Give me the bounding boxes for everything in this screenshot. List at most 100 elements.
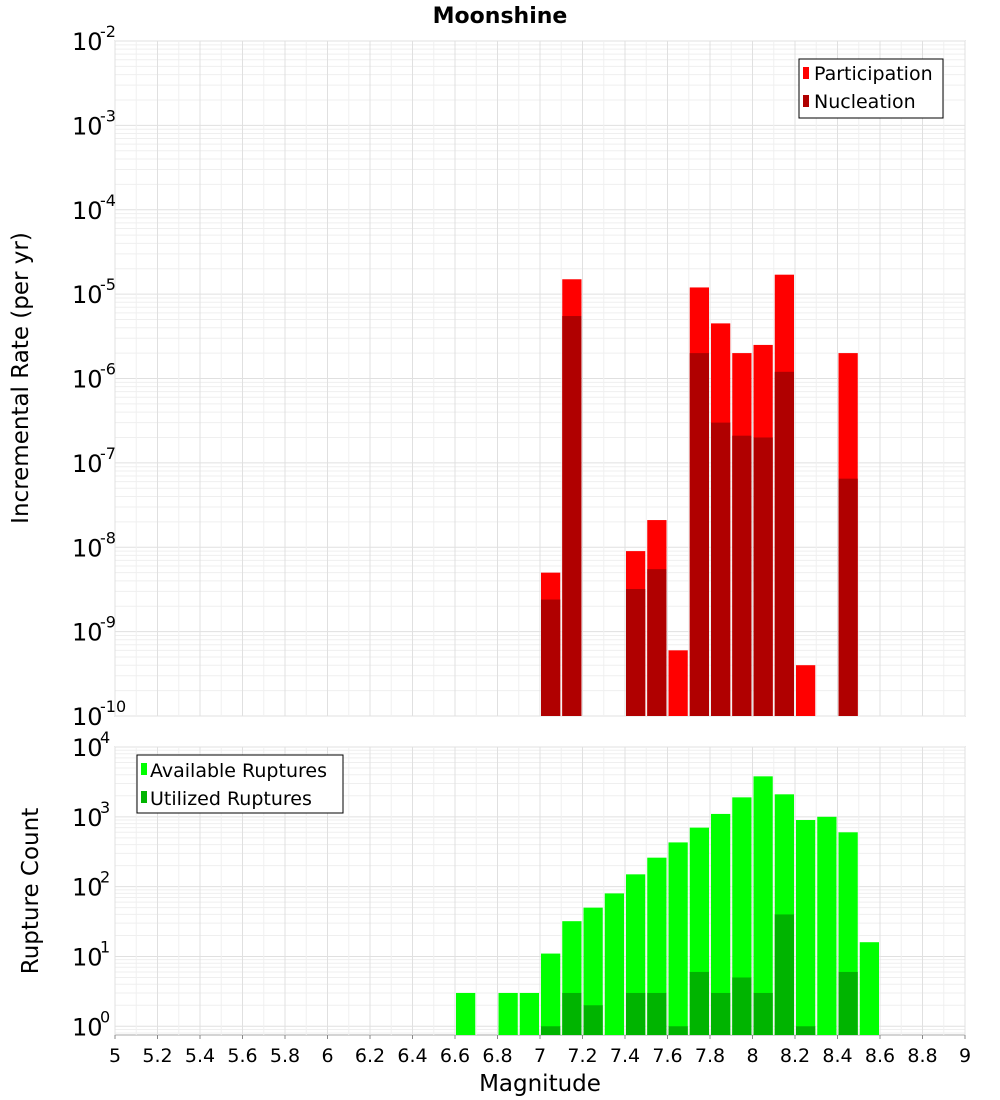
available-legend-label: Available Ruptures — [150, 760, 327, 782]
nucleation-bar — [732, 435, 752, 716]
x-tick-label: 6 — [321, 1045, 333, 1067]
x-tick-label: 6.2 — [355, 1045, 385, 1067]
y-tick-label: 10 — [72, 703, 103, 731]
rate-grid — [114, 40, 966, 717]
rate-bars — [541, 274, 858, 716]
y-tick-label: 10 — [72, 281, 103, 309]
x-tick-label: 5.8 — [270, 1045, 300, 1067]
y-tick-exponent: 1 — [100, 937, 110, 956]
y-tick-label: 10 — [72, 450, 103, 478]
x-tick-label: 5 — [109, 1045, 121, 1067]
utilized-ruptures-bar — [626, 992, 646, 1035]
count-x-ticks: 5 5.2 5.4 5.6 5.8 6 6.2 6.4 6.6 6.8 7 7.2 7.4 7.6 7.8 8… — [109, 1035, 971, 1067]
available-ruptures-bar — [753, 776, 773, 1035]
x-tick-label: 6.6 — [440, 1045, 470, 1067]
participation-bar — [668, 650, 688, 716]
y-tick-label: 10 — [72, 197, 103, 225]
y-tick-label: 10 — [72, 366, 103, 394]
y-tick-exponent: -10 — [100, 697, 126, 716]
utilized-ruptures-bar — [689, 971, 709, 1035]
x-tick-label: 5.2 — [142, 1045, 172, 1067]
nucleation-bar — [647, 569, 667, 716]
nucleation-bar — [753, 437, 773, 716]
x-tick-label: 8.6 — [865, 1045, 895, 1067]
available-ruptures-bar — [796, 820, 816, 1035]
available-ruptures-bar — [647, 857, 667, 1035]
participation-legend-label: Participation — [814, 63, 933, 85]
utilized-legend-swatch — [141, 791, 147, 803]
available-ruptures-bar — [456, 992, 476, 1035]
y-tick-label: 10 — [72, 112, 103, 140]
y-tick-exponent: 2 — [100, 868, 110, 887]
x-tick-label: 8.2 — [780, 1045, 810, 1067]
available-ruptures-bar — [732, 797, 752, 1035]
y-tick-exponent: 0 — [100, 1007, 110, 1026]
rate-legend: Participation Nucleation — [798, 58, 944, 119]
utilized-ruptures-bar — [647, 992, 667, 1035]
available-ruptures-bar — [668, 842, 688, 1035]
y-tick-exponent: -4 — [100, 191, 116, 210]
utilized-ruptures-bar — [838, 971, 858, 1035]
utilized-ruptures-bar — [753, 992, 773, 1035]
x-tick-label: 5.6 — [227, 1045, 257, 1067]
count-legend-box — [136, 754, 344, 814]
y-tick-exponent: -6 — [100, 360, 116, 379]
nucleation-bar — [711, 422, 731, 716]
y-tick-label: 10 — [72, 28, 103, 56]
y-tick-label: 10 — [72, 943, 103, 971]
utilized-ruptures-bar — [562, 992, 582, 1035]
y-tick-label: 10 — [72, 1013, 103, 1041]
nucleation-bar — [562, 316, 582, 716]
y-tick-exponent: -7 — [100, 444, 116, 463]
count-y-axis-label: Rupture Count — [18, 808, 44, 974]
y-tick-exponent: 3 — [100, 798, 110, 817]
available-ruptures-bar — [583, 907, 603, 1035]
chart-title: Moonshine — [433, 4, 568, 29]
utilized-ruptures-bar — [711, 992, 731, 1035]
y-tick-label: 10 — [72, 734, 103, 762]
nucleation-bar — [541, 599, 561, 716]
y-tick-exponent: -3 — [100, 106, 116, 125]
utilized-ruptures-bar — [583, 1005, 603, 1035]
x-tick-label: 7.8 — [695, 1045, 725, 1067]
utilized-legend-label: Utilized Ruptures — [150, 788, 312, 810]
x-tick-label: 6.4 — [397, 1045, 427, 1067]
available-ruptures-bar — [711, 813, 731, 1035]
nucleation-bar — [626, 589, 646, 716]
nucleation-bar — [774, 371, 794, 716]
available-ruptures-bar — [519, 992, 539, 1035]
x-axis-label: Magnitude — [479, 1071, 601, 1097]
available-ruptures-bar — [541, 953, 561, 1035]
count-legend: Available Ruptures Utilized Ruptures — [136, 754, 344, 814]
y-tick-exponent: -8 — [100, 528, 116, 547]
utilized-ruptures-bar — [668, 1026, 688, 1035]
available-ruptures-bar — [604, 893, 624, 1035]
y-tick-exponent: -2 — [100, 22, 116, 41]
nucleation-legend-swatch — [803, 95, 809, 107]
x-tick-label: 8.8 — [907, 1045, 937, 1067]
x-tick-label: 9 — [959, 1045, 971, 1067]
x-tick-label: 7.6 — [652, 1045, 682, 1067]
nucleation-legend-label: Nucleation — [814, 91, 916, 113]
available-ruptures-bar — [859, 942, 879, 1035]
x-tick-label: 7.2 — [567, 1045, 597, 1067]
count-bars — [456, 776, 879, 1035]
x-tick-label: 5.4 — [185, 1045, 215, 1067]
rate-legend-box — [798, 58, 944, 119]
utilized-ruptures-bar — [796, 1026, 816, 1035]
x-tick-label: 7 — [534, 1045, 546, 1067]
y-tick-label: 10 — [72, 804, 103, 832]
nucleation-bar — [838, 478, 858, 716]
y-tick-label: 10 — [72, 534, 103, 562]
x-tick-label: 6.8 — [482, 1045, 512, 1067]
utilized-ruptures-bar — [774, 914, 794, 1035]
available-ruptures-bar — [817, 816, 837, 1035]
y-tick-label: 10 — [72, 619, 103, 647]
rate-y-axis-label: Incremental Rate (per yr) — [8, 232, 34, 524]
participation-bar — [796, 665, 816, 716]
